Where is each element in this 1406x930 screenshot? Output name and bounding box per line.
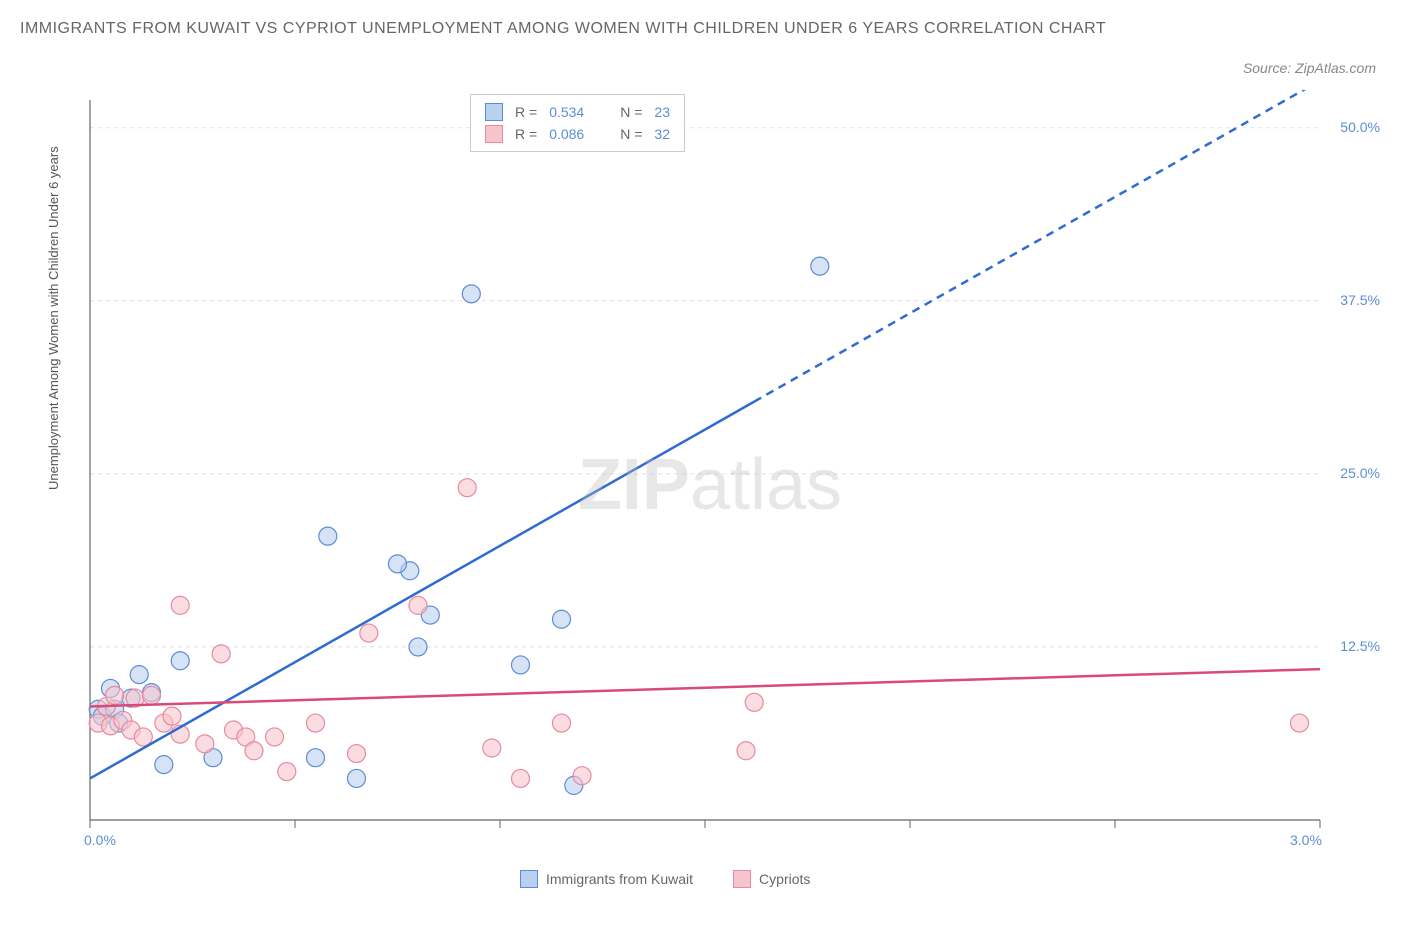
legend-n-label: N =: [620, 123, 642, 145]
y-tick-label: 50.0%: [1326, 119, 1380, 135]
legend-row-cypriots: R = 0.086 N = 32: [485, 123, 670, 145]
series-legend-item-cypriots: Cypriots: [733, 870, 810, 888]
x-tick-label: 0.0%: [84, 832, 116, 848]
y-tick-label: 25.0%: [1326, 465, 1380, 481]
legend-r-value-kuwait: 0.534: [549, 101, 584, 123]
series-swatch-cypriots: [733, 870, 751, 888]
legend-r-label: R =: [515, 123, 537, 145]
y-tick-label: 12.5%: [1326, 638, 1380, 654]
source-attribution: Source: ZipAtlas.com: [1243, 60, 1376, 76]
legend-n-value-cypriots: 32: [654, 123, 670, 145]
legend-swatch-kuwait: [485, 103, 503, 121]
chart-container: IMMIGRANTS FROM KUWAIT VS CYPRIOT UNEMPL…: [20, 20, 1386, 910]
legend-n-label: N =: [620, 101, 642, 123]
series-legend-item-kuwait: Immigrants from Kuwait: [520, 870, 693, 888]
chart-area: Unemployment Among Women with Children U…: [60, 90, 1360, 880]
scatter-plot-svg: [60, 90, 1360, 880]
legend-r-value-cypriots: 0.086: [549, 123, 584, 145]
series-legend: Immigrants from Kuwait Cypriots: [520, 870, 810, 888]
chart-title: IMMIGRANTS FROM KUWAIT VS CYPRIOT UNEMPL…: [20, 20, 1386, 38]
legend-r-label: R =: [515, 101, 537, 123]
x-tick-label: 3.0%: [1290, 832, 1322, 848]
y-tick-label: 37.5%: [1326, 292, 1380, 308]
legend-n-value-kuwait: 23: [654, 101, 670, 123]
legend-swatch-cypriots: [485, 125, 503, 143]
series-name-kuwait: Immigrants from Kuwait: [546, 871, 693, 887]
series-swatch-kuwait: [520, 870, 538, 888]
legend-row-kuwait: R = 0.534 N = 23: [485, 101, 670, 123]
series-name-cypriots: Cypriots: [759, 871, 810, 887]
y-axis-label: Unemployment Among Women with Children U…: [46, 146, 61, 490]
correlation-legend: R = 0.534 N = 23 R = 0.086 N = 32: [470, 94, 685, 152]
